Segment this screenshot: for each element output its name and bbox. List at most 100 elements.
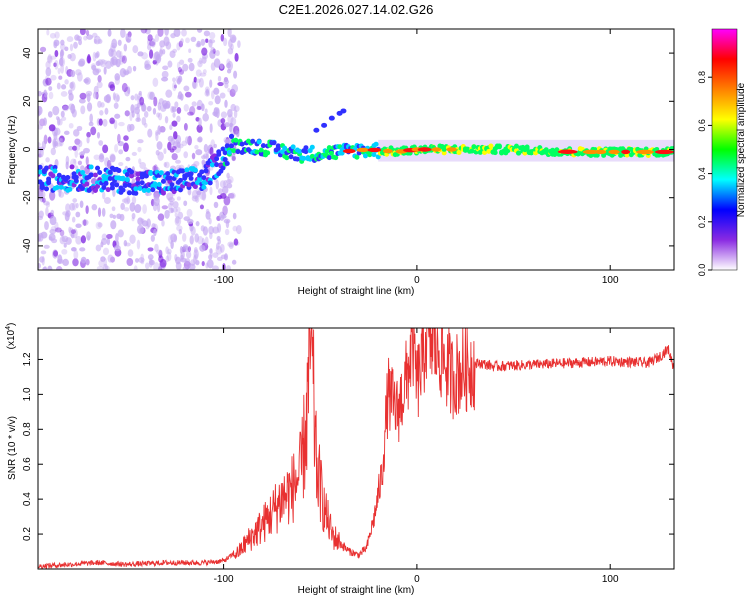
spectrogram-noise-mark <box>201 103 205 112</box>
spectrogram-noise-mark <box>112 214 116 219</box>
spectrogram-noise-mark <box>104 157 110 167</box>
spectrogram-noise-mark <box>62 104 69 111</box>
spectrogram-noise-mark <box>106 233 113 239</box>
spectrogram-noise-mark <box>69 82 74 89</box>
spectrogram-ridge-mark <box>126 190 132 196</box>
spectrogram-noise-mark <box>102 144 109 154</box>
spectrogram-noise-mark <box>76 72 83 82</box>
colorbar-ticks: 0.0 0.2 0.4 0.6 0.8 <box>697 71 712 276</box>
spectrogram-ridge-mark <box>65 175 71 181</box>
spectrogram-noise-mark <box>223 218 231 224</box>
spectrogram-ridge-mark <box>456 149 462 155</box>
spectrogram-noise-mark <box>73 129 80 137</box>
spectrogram-noise-mark <box>156 112 161 118</box>
spectrogram-noise-mark <box>176 61 181 70</box>
spectrogram-noise-mark <box>113 244 121 252</box>
spectrogram-ridge-mark <box>575 151 581 157</box>
spectrogram-noise-mark <box>60 39 65 46</box>
spectrogram-noise-mark <box>112 92 116 101</box>
spectrogram-noise-mark <box>213 143 217 149</box>
spectrogram-ridge-mark <box>107 175 113 181</box>
spectrogram-noise-mark <box>96 131 101 139</box>
spectrogram-noise-mark <box>91 64 97 71</box>
spectrogram-ridge-mark <box>177 187 183 193</box>
spectrogram-noise-mark <box>157 151 164 161</box>
spectrogram-noise-mark <box>97 207 102 218</box>
spectrogram-noise-mark <box>164 115 169 124</box>
spectrogram-noise-mark <box>201 47 208 56</box>
spectrogram-noise-mark <box>161 127 166 133</box>
spectrogram-ridge-mark <box>239 141 245 147</box>
spectrogram-noise-mark <box>203 30 211 37</box>
spectrogram-noise-mark <box>189 105 196 116</box>
spectrogram-noise-mark <box>157 213 165 221</box>
spectrogram-ridge-mark <box>95 183 101 189</box>
spectrogram-noise-mark <box>174 101 179 108</box>
spectrogram-noise-mark <box>70 69 76 78</box>
spectrogram-noise-mark <box>73 158 77 164</box>
spectrogram-noise-mark <box>47 136 52 144</box>
spectrogram-noise-mark <box>227 175 234 184</box>
spectrogram-noise-mark <box>200 38 206 46</box>
spectrogram-ridge-mark <box>354 154 360 160</box>
spectrogram-noise-mark <box>161 76 169 82</box>
spectrogram-noise-mark <box>201 190 207 201</box>
spectrogram-ridge-mark <box>282 145 288 151</box>
spectrogram-noise-mark <box>193 249 199 259</box>
spectrogram-noise-mark <box>62 258 69 267</box>
spectrogram-noise-mark <box>222 205 228 216</box>
spectrogram-noise-mark <box>54 140 59 149</box>
spectrogram-noise-mark <box>95 244 102 252</box>
spectrogram-noise-mark <box>130 95 135 101</box>
spectrogram-ridge-mark <box>516 150 522 156</box>
spectrogram-ridge-mark <box>133 186 139 192</box>
spectrogram-noise-mark <box>61 84 67 90</box>
spectrogram-noise-mark <box>68 145 74 151</box>
spectrogram-ridge-mark <box>301 155 307 161</box>
spectrogram-ridge-mark <box>180 168 186 174</box>
spectrogram-noise-mark <box>39 46 47 53</box>
spectrogram-noise-mark <box>54 227 62 233</box>
spectrogram-noise-mark <box>205 88 210 96</box>
spectrogram-noise-mark <box>195 149 203 156</box>
spectrogram-ridge-mark <box>226 149 232 155</box>
spectrogram-panel: -100 0 100 -40 -20 0 20 40 Height of straight … <box>7 28 675 297</box>
spectrogram-noise-mark <box>99 110 104 116</box>
spectrogram-noise-mark <box>186 208 193 218</box>
spectrogram-ridge-mark <box>177 177 183 183</box>
spectrogram-noise-mark <box>79 247 86 252</box>
spectrogram-noise-mark <box>77 160 83 166</box>
spectrogram-ridge-mark <box>101 185 107 191</box>
spectrogram-noise-mark <box>58 57 66 67</box>
spectrogram-noise-mark <box>180 38 184 44</box>
spectrogram-ridge-mark <box>105 187 111 193</box>
spectrogram-noise-mark <box>139 161 147 170</box>
spectrogram-ridge-mark <box>192 167 198 173</box>
spectrogram-noise-mark <box>188 263 196 270</box>
spectrogram-noise-mark <box>45 201 50 208</box>
spectrogram-noise-mark <box>124 110 130 117</box>
spectrogram-ridge-mark <box>169 182 175 188</box>
spectrogram-noise-mark <box>111 206 116 212</box>
spectrogram-noise-mark <box>153 228 157 237</box>
spectrogram-noise-mark <box>107 29 112 37</box>
spectrogram-noise-mark <box>138 90 142 96</box>
spectrogram-noise-mark <box>109 213 114 219</box>
spectrogram-noise-mark <box>91 204 98 211</box>
spectrogram-ridge-mark <box>39 183 45 189</box>
spectrogram-noise-mark <box>86 131 91 138</box>
spectrogram-noise-mark <box>219 243 225 253</box>
spectrogram-noise-mark <box>187 111 194 116</box>
spectrogram-noise-mark <box>38 105 43 116</box>
spectrogram-ridge-mark <box>199 169 205 175</box>
colorbar-tick-label: 0.6 <box>697 119 707 132</box>
spectrogram-noise-mark <box>223 196 231 206</box>
spectrogram-noise-mark <box>50 209 55 216</box>
spectrogram-noise-mark <box>174 253 178 262</box>
spectrogram-ridge-mark <box>56 172 62 178</box>
spectrogram-noise-mark <box>188 62 195 72</box>
spectrogram-noise-mark <box>126 123 132 133</box>
spectrogram-noise-mark <box>157 125 162 135</box>
spectrogram-noise-mark <box>59 137 64 147</box>
spectrogram-ridge-mark <box>550 147 556 153</box>
